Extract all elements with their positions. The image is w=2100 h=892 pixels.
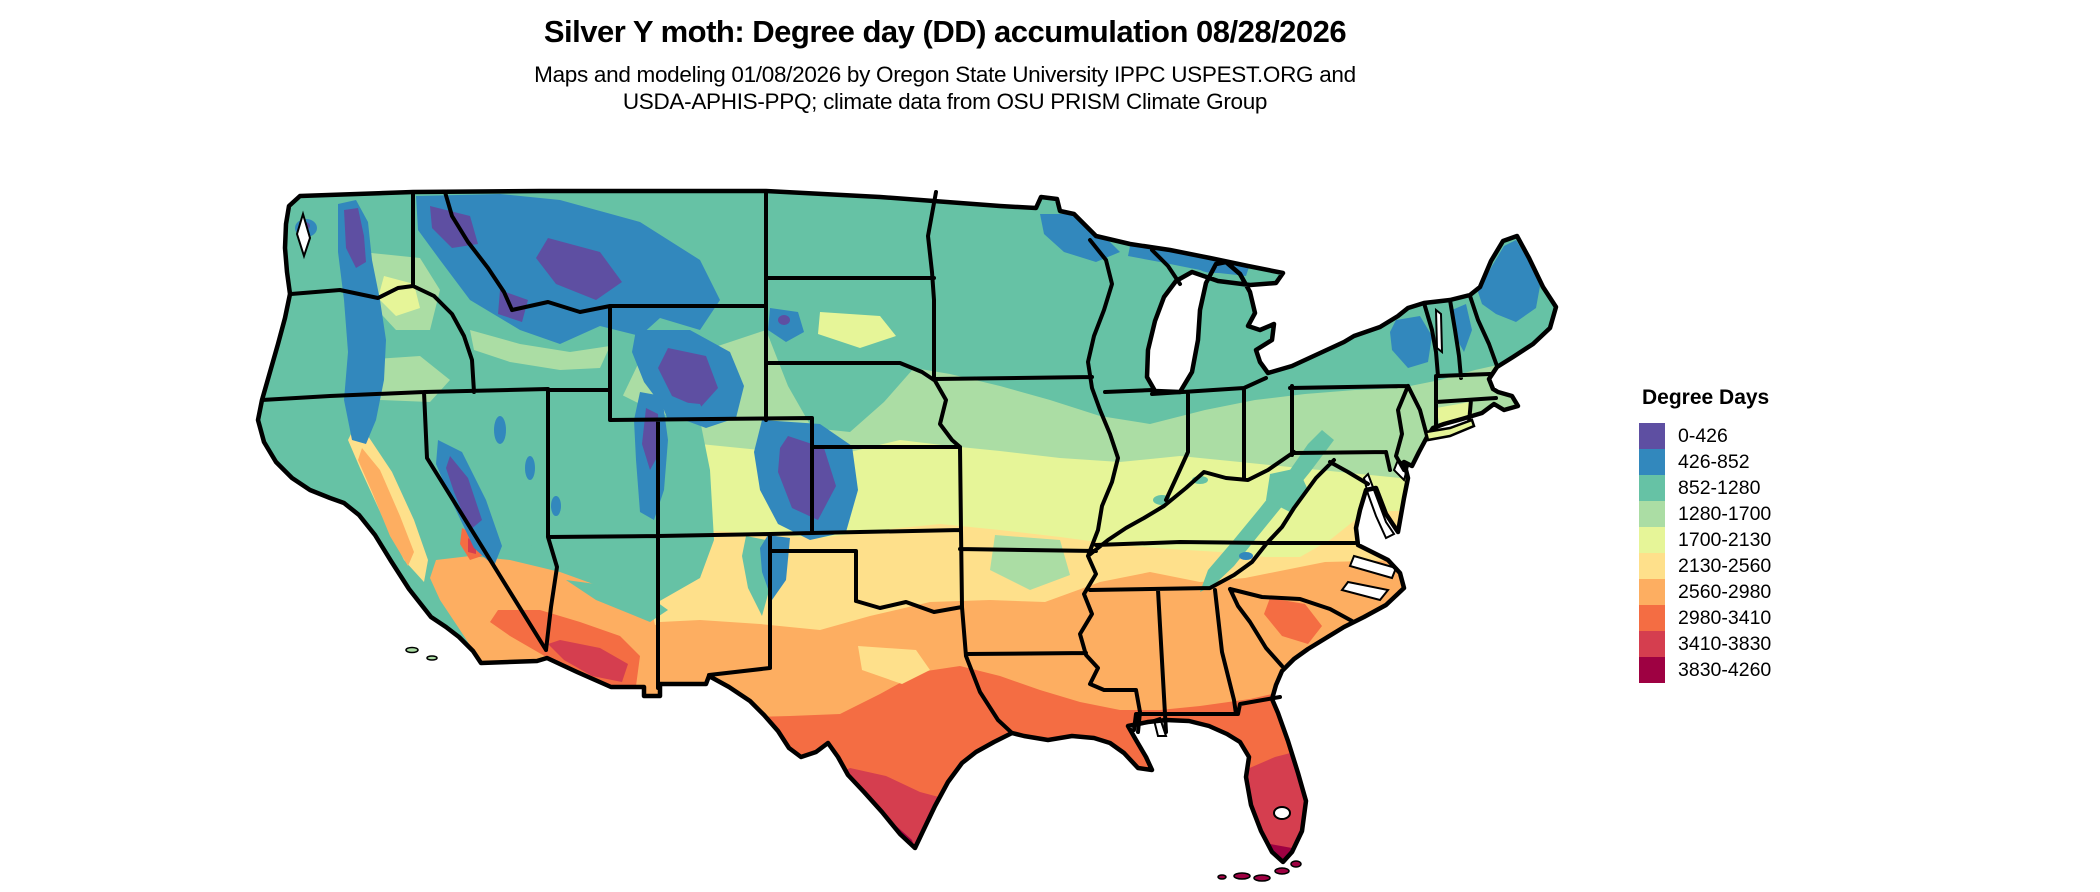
legend-title: Degree Days <box>1642 386 1770 409</box>
channel-island <box>405 646 419 654</box>
legend-label: 1280-1700 <box>1678 502 1772 525</box>
channel-island <box>426 655 438 661</box>
legend-swatch <box>1639 475 1665 501</box>
header: Silver Y moth: Degree day (DD) accumulat… <box>0 14 1890 115</box>
map-subtitle: Maps and modeling 01/08/2026 by Oregon S… <box>0 61 1890 115</box>
legend-label: 3410-3830 <box>1678 632 1772 655</box>
legend-row: 852-1280 <box>1639 475 1879 501</box>
legend-swatch <box>1639 605 1665 631</box>
legend-swatch <box>1639 579 1665 605</box>
long-island <box>1424 418 1476 442</box>
lake-okeechobee <box>1273 806 1291 820</box>
florida-keys <box>1274 867 1290 875</box>
legend-label: 3830-4260 <box>1678 658 1772 681</box>
legend-row: 0-426 <box>1639 423 1879 449</box>
degree-day-raster <box>258 191 1556 862</box>
state-borders <box>260 189 1499 735</box>
florida-keys <box>1217 874 1227 880</box>
legend-swatch <box>1639 527 1665 553</box>
subtitle-line-1: Maps and modeling 01/08/2026 by Oregon S… <box>534 62 1356 87</box>
legend-row: 2560-2980 <box>1639 579 1879 605</box>
subtitle-line-2: USDA-APHIS-PPQ; climate data from OSU PR… <box>622 89 1268 114</box>
legend-row: 2130-2560 <box>1639 553 1879 579</box>
offshore-islands <box>405 418 1476 882</box>
legend-swatch <box>1639 553 1665 579</box>
legend-row: 426-852 <box>1639 449 1879 475</box>
legend-swatch <box>1639 501 1665 527</box>
lake-champlain <box>1434 307 1444 355</box>
legend-label: 426-852 <box>1678 450 1750 473</box>
legend-row: 2980-3410 <box>1639 605 1879 631</box>
legend-label: 2130-2560 <box>1678 554 1772 577</box>
legend: Degree Days 0-426 426-852 852-1280 1280-… <box>1639 386 1879 683</box>
legend-swatch <box>1639 423 1665 449</box>
legend-swatch <box>1639 449 1665 475</box>
legend-swatch <box>1639 631 1665 657</box>
legend-label: 1700-2130 <box>1678 528 1772 551</box>
florida-keys <box>1233 872 1251 880</box>
florida-keys <box>1253 874 1271 882</box>
legend-swatch <box>1639 657 1665 683</box>
legend-row: 1280-1700 <box>1639 501 1879 527</box>
page-title: Silver Y moth: Degree day (DD) accumulat… <box>543 14 1347 49</box>
legend-label: 2980-3410 <box>1678 606 1772 629</box>
legend-row: 3410-3830 <box>1639 631 1879 657</box>
albemarle-sound <box>1340 580 1390 602</box>
legend-label: 2560-2980 <box>1678 580 1772 603</box>
pamlico-sound <box>1348 554 1398 580</box>
legend-label: 852-1280 <box>1678 476 1761 499</box>
puget-sound <box>295 210 312 260</box>
legend-row: 3830-4260 <box>1639 657 1879 683</box>
us-outline <box>255 188 1559 865</box>
florida-keys <box>1290 860 1302 868</box>
legend-label: 0-426 <box>1678 424 1728 447</box>
legend-row: 1700-2130 <box>1639 527 1879 553</box>
